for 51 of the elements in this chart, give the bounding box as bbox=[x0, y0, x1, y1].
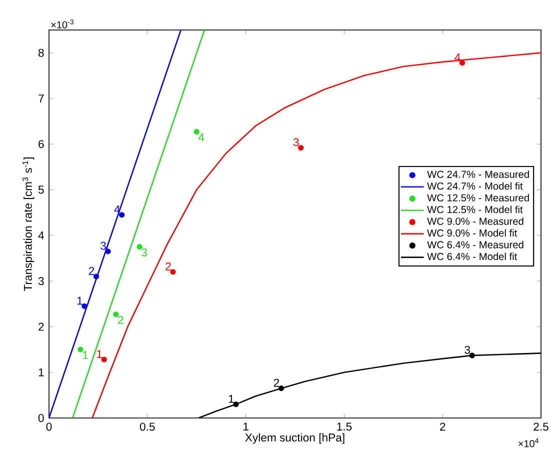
y-tick-label: 5 bbox=[38, 186, 44, 194]
x-axis-title: Xylem suction [hPa] bbox=[245, 433, 344, 444]
legend-label: WC 9.0% - Measured bbox=[427, 217, 524, 225]
annotation: 3 bbox=[100, 242, 106, 250]
point bbox=[82, 303, 88, 309]
x-tick-label: 2.5 bbox=[534, 422, 548, 431]
y-tick-label: 4 bbox=[38, 232, 44, 240]
annotation: 1 bbox=[82, 351, 88, 359]
annotation: 3 bbox=[464, 346, 470, 354]
x-tick-label: 0.5 bbox=[140, 422, 155, 431]
legend-label: WC 12.5% - Model fit bbox=[427, 206, 523, 214]
y-tick-label: 0 bbox=[38, 414, 44, 422]
point bbox=[101, 356, 107, 362]
point bbox=[119, 212, 125, 218]
point bbox=[298, 144, 304, 151]
annotation: 1 bbox=[228, 394, 234, 403]
point bbox=[78, 346, 84, 352]
y-tick-label: 1 bbox=[38, 368, 44, 376]
text: ×10$^{-3}$ bbox=[51, 19, 74, 28]
line-series bbox=[198, 352, 542, 418]
annotation: 2 bbox=[274, 378, 280, 387]
annotation: 3 bbox=[142, 248, 147, 256]
point bbox=[170, 269, 176, 275]
annotation: 2 bbox=[88, 266, 94, 275]
legend-label: WC 24.7% - Model fit bbox=[427, 182, 523, 190]
annotation: 2 bbox=[166, 262, 171, 270]
annotation: 3 bbox=[293, 138, 299, 146]
annotation: 1 bbox=[97, 350, 102, 358]
point bbox=[136, 244, 142, 250]
legend-label: WC 6.4% - Measured bbox=[427, 240, 524, 248]
y-axis-title: Transpiration rate [cm$^{3}$ s$^{-1}$] bbox=[22, 158, 34, 292]
text: ×10$^{4}$ bbox=[518, 438, 539, 448]
point bbox=[113, 312, 119, 318]
point bbox=[194, 128, 200, 135]
y-tick-label: 6 bbox=[38, 140, 44, 148]
x-tick-label: 0 bbox=[46, 422, 52, 431]
legend-label: WC 6.4% - Model fit bbox=[427, 252, 518, 260]
y-tick-label: 7 bbox=[38, 94, 44, 102]
legend-label: WC 24.7% - Measured bbox=[427, 170, 529, 178]
y-tick-label: 2 bbox=[38, 322, 44, 331]
y-tick-label: 3 bbox=[38, 277, 44, 286]
annotation: 1 bbox=[77, 296, 82, 305]
x-tick-label: 2 bbox=[440, 422, 446, 431]
annotation: 2 bbox=[118, 316, 124, 324]
x-tick-label: 1 bbox=[244, 422, 248, 431]
legend-label: WC 9.0% - Model fit bbox=[427, 229, 518, 237]
y-tick-label: 8 bbox=[38, 48, 44, 57]
x-tick-label: 1.5 bbox=[337, 422, 352, 431]
annotation: 4 bbox=[198, 133, 204, 142]
point bbox=[459, 60, 466, 66]
legend-label: WC 12.5% - Measured bbox=[427, 194, 529, 202]
